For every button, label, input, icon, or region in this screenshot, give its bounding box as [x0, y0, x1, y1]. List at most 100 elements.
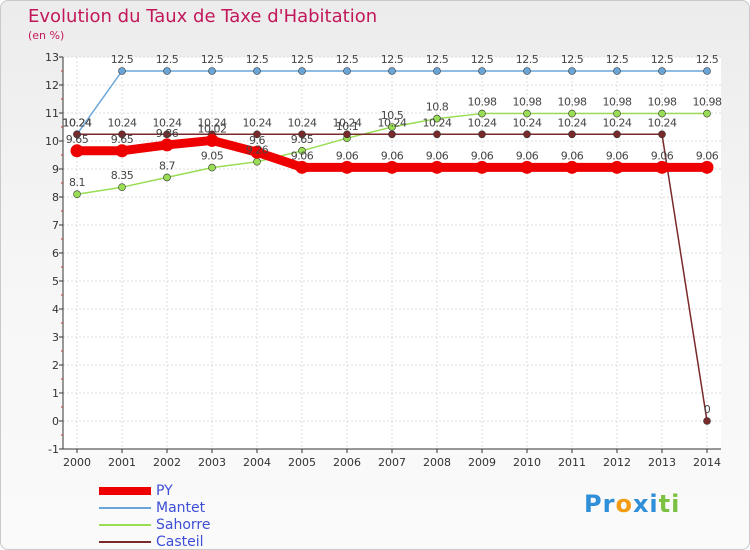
data-label-sahorre: 10.8: [426, 101, 449, 114]
brand-logo-part: ti: [658, 490, 681, 518]
data-point-py: [520, 160, 534, 174]
y-tick-label: 9: [52, 163, 59, 176]
data-label-py: 9.86: [156, 127, 179, 140]
data-label-casteil: 10.24: [333, 116, 362, 129]
data-label-sahorre: 8.1: [69, 176, 85, 189]
data-point-casteil: [613, 130, 621, 139]
data-point-mantet: [388, 67, 396, 75]
data-label-mantet: 12.5: [246, 53, 269, 66]
data-label-py: 9.06: [426, 149, 449, 162]
x-tick-label: 2009: [468, 456, 496, 469]
data-point-mantet: [433, 67, 441, 75]
x-tick-label: 2001: [108, 456, 136, 469]
data-label-mantet: 12.5: [201, 53, 224, 66]
data-label-py: 9.6: [249, 134, 265, 147]
y-tick-label: 2: [52, 359, 59, 372]
data-point-py: [475, 160, 489, 174]
data-label-sahorre: 9.05: [201, 150, 224, 163]
data-label-mantet: 12.5: [156, 53, 179, 66]
data-point-py: [385, 160, 399, 174]
data-label-sahorre: 10.98: [648, 96, 677, 109]
data-label-mantet: 12.5: [291, 53, 314, 66]
data-point-casteil: [118, 130, 126, 139]
data-label-mantet: 12.5: [651, 53, 674, 66]
legend-label-py: PY: [156, 483, 173, 499]
data-label-mantet: 12.5: [561, 53, 584, 66]
data-label-py: 9.06: [651, 149, 674, 162]
data-point-mantet: [568, 67, 576, 75]
data-point-sahorre: [298, 147, 306, 155]
data-label-mantet: 12.5: [336, 53, 359, 66]
data-point-mantet: [343, 67, 351, 75]
data-point-py: [610, 160, 624, 174]
data-point-casteil: [703, 417, 711, 425]
x-tick-label: 2012: [603, 456, 631, 469]
legend-item-mantet: Mantet: [99, 500, 259, 517]
data-point-sahorre: [658, 109, 666, 118]
x-tick-label: 2005: [288, 456, 316, 469]
x-tick-label: 2004: [243, 456, 271, 469]
data-label-mantet: 12.5: [606, 53, 629, 66]
y-tick-label: -1: [48, 443, 59, 456]
data-label-sahorre: 8.7: [159, 159, 175, 172]
data-point-mantet: [478, 67, 486, 75]
data-point-mantet: [613, 67, 621, 75]
data-point-casteil: [523, 130, 531, 139]
data-label-py: 9.65: [66, 133, 89, 146]
legend-item-casteil: Casteil: [99, 534, 259, 549]
data-label-casteil: 10.24: [603, 116, 632, 129]
data-label-casteil: 10.24: [648, 116, 677, 129]
data-label-mantet: 12.5: [111, 53, 134, 66]
data-point-mantet: [703, 67, 711, 75]
data-point-sahorre: [73, 190, 81, 198]
data-point-sahorre: [703, 109, 711, 118]
data-label-sahorre: 10.98: [693, 96, 722, 109]
data-label-py: 9.65: [111, 133, 134, 146]
y-tick-label: 3: [52, 331, 59, 344]
x-tick-label: 2000: [63, 456, 91, 469]
data-label-py: 9.06: [696, 149, 719, 162]
data-label-py: 9.06: [291, 149, 314, 162]
data-label-mantet: 10.24: [63, 116, 92, 129]
data-point-py: [115, 144, 129, 158]
data-point-sahorre: [568, 109, 576, 118]
data-label-sahorre: 9.65: [291, 133, 314, 146]
data-label-casteil: 10.24: [423, 116, 452, 129]
y-tick-label: 6: [52, 247, 59, 260]
data-point-py: [565, 160, 579, 174]
y-tick-label: 5: [52, 275, 59, 288]
legend-item-sahorre: Sahorre: [99, 517, 259, 534]
data-label-sahorre: 10.98: [513, 96, 542, 109]
data-point-sahorre: [163, 173, 171, 182]
y-tick-label: 12: [45, 79, 59, 92]
data-point-mantet: [163, 67, 171, 75]
data-label-sahorre: 8.35: [111, 169, 134, 182]
data-label-casteil: 10.24: [108, 116, 137, 129]
data-point-casteil: [388, 130, 396, 139]
y-tick-label: 11: [45, 107, 59, 120]
data-point-mantet: [298, 67, 306, 75]
data-point-py: [205, 133, 219, 147]
legend-label-mantet: Mantet: [156, 500, 206, 516]
data-label-casteil: 10.24: [243, 116, 272, 129]
legend-swatch-py: [99, 487, 151, 495]
data-point-py: [295, 160, 309, 174]
data-point-casteil: [343, 130, 351, 139]
data-label-sahorre: 10.1: [336, 120, 359, 133]
data-point-casteil: [658, 130, 666, 139]
data-point-py: [70, 144, 84, 158]
y-tick-label: 10: [45, 135, 59, 148]
legend-item-py: PY: [99, 483, 259, 500]
data-label-py: 9.06: [606, 149, 629, 162]
data-point-mantet: [658, 67, 666, 75]
data-point-casteil: [73, 130, 81, 139]
y-tick-label: 13: [45, 51, 59, 64]
data-point-py: [160, 138, 174, 152]
data-point-casteil: [298, 130, 306, 139]
data-label-casteil: 10.24: [558, 116, 587, 129]
data-label-casteil: 10.24: [63, 116, 92, 129]
x-tick-label: 2008: [423, 456, 451, 469]
data-point-mantet: [208, 67, 216, 75]
data-label-casteil: 10.24: [288, 116, 317, 129]
